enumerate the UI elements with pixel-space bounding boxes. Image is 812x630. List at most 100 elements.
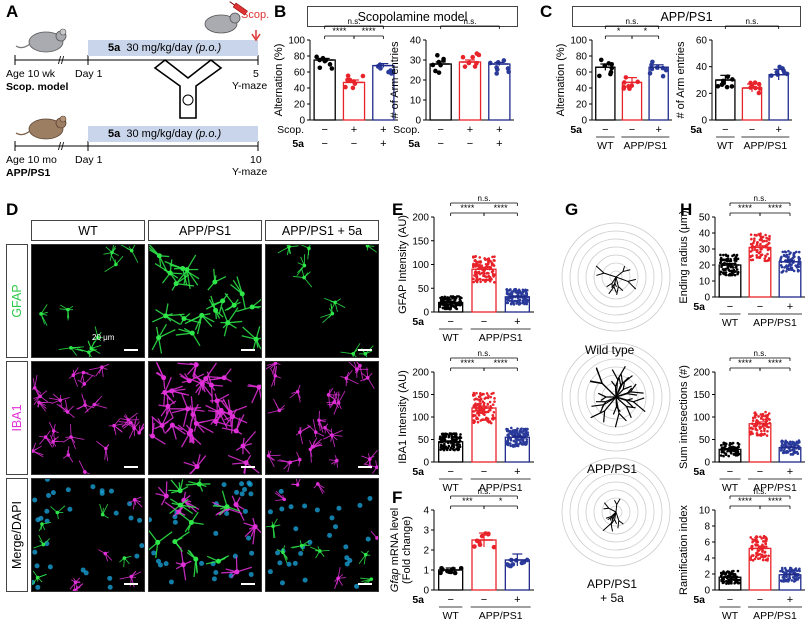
data-point: [491, 255, 494, 259]
y-tick-label: 150: [693, 390, 710, 401]
data-point: [455, 307, 459, 311]
y-tick-label: 20: [699, 261, 711, 272]
y-tick-label: 30: [699, 245, 711, 256]
astrocyte-branch: [615, 374, 633, 398]
data-point: [788, 263, 791, 267]
sig-label: ****: [494, 358, 509, 368]
data-point: [472, 64, 478, 69]
panel-label-h: H: [680, 200, 693, 219]
data-point: [515, 291, 519, 295]
data-point: [438, 570, 443, 576]
y-tick-label: 10: [410, 96, 422, 107]
micrograph-gfap-app: [148, 244, 262, 358]
cond-label: 5a: [570, 124, 582, 136]
data-point: [525, 442, 528, 446]
data-point: [505, 442, 509, 446]
cond-value: −: [727, 466, 733, 478]
data-point: [735, 253, 739, 257]
sholl-ring: [593, 489, 639, 535]
data-point: [749, 558, 753, 561]
data-point: [780, 440, 783, 443]
data-point: [440, 297, 443, 301]
data-point: [734, 255, 738, 259]
data-point: [781, 250, 785, 254]
y-tick-label: 100: [693, 413, 710, 424]
cond-value: −: [602, 124, 608, 136]
data-point: [447, 296, 451, 299]
astrocyte-branch: [615, 276, 624, 295]
data-point: [456, 437, 459, 440]
data-point: [726, 265, 730, 269]
astrocyte-branch: [612, 396, 621, 415]
data-point: [779, 569, 782, 573]
data-point: [448, 448, 452, 452]
data-point: [755, 432, 759, 435]
data-point: [482, 401, 486, 405]
data-point: [521, 301, 524, 305]
data-point: [721, 578, 725, 581]
data-point: [730, 581, 733, 585]
cond-value: +: [787, 466, 793, 478]
data-point: [761, 235, 765, 239]
data-point: [724, 84, 730, 90]
cond-label: 5a: [693, 466, 705, 478]
data-point: [749, 426, 753, 430]
data-point: [475, 273, 478, 277]
data-point: [789, 453, 793, 456]
data-point: [780, 265, 784, 269]
sholl-ring: [569, 230, 663, 324]
data-point: [757, 415, 760, 418]
data-point: [720, 450, 724, 454]
sig-label: ***: [462, 496, 473, 506]
data-point: [454, 305, 457, 308]
svg-text://: //: [58, 55, 65, 67]
sig-label: ****: [460, 203, 475, 213]
data-point: [506, 301, 510, 305]
data-point: [482, 272, 486, 276]
y-tick-label: 8: [704, 522, 710, 533]
sholl-ring: [569, 465, 663, 559]
cond-value: −: [467, 138, 473, 150]
data-point: [736, 569, 740, 573]
data-point: [719, 454, 723, 457]
data-point: [442, 446, 446, 449]
data-point: [788, 252, 791, 256]
y-tick-label: 0: [415, 116, 421, 127]
data-point: [733, 572, 737, 576]
data-point: [786, 256, 790, 259]
data-point: [510, 290, 514, 294]
y-tick-label: 2: [704, 570, 710, 581]
y-tick-label: 150: [412, 236, 429, 247]
data-point: [524, 427, 528, 431]
data-point: [482, 278, 486, 282]
data-point: [649, 62, 654, 68]
data-point: [472, 544, 477, 549]
row-label-iba1: IBA1: [6, 361, 28, 475]
data-point: [761, 540, 765, 543]
data-point: [476, 402, 480, 406]
y-tick-label: 0: [701, 116, 707, 127]
data-point: [797, 257, 801, 260]
cond-value: +: [787, 301, 793, 313]
y-tick-label: 10: [699, 277, 711, 288]
data-point: [508, 288, 512, 292]
day-label: Day 1: [75, 154, 103, 166]
y-tick-label: 40: [696, 62, 708, 73]
data-point: [515, 289, 518, 293]
data-point: [492, 391, 495, 395]
data-point: [764, 542, 767, 545]
astrocyte-branch: [607, 511, 617, 521]
chart-h3: 0 2 4 6 8 10 Ramification index n.s.**** **** 5a −…: [678, 487, 805, 622]
data-point: [780, 66, 785, 71]
group-label: WT: [443, 482, 460, 494]
micrograph-gfap-app-5a: [265, 244, 379, 358]
data-point: [730, 570, 734, 573]
data-point: [388, 68, 393, 73]
data-point: [798, 440, 801, 444]
cond-value: −: [437, 124, 443, 136]
data-point: [478, 392, 482, 395]
data-point: [505, 296, 509, 300]
